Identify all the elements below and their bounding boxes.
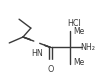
Text: NH₂: NH₂ [80, 43, 95, 52]
Text: Me: Me [73, 59, 84, 68]
Text: HCl: HCl [67, 19, 81, 28]
Text: Me: Me [73, 27, 84, 36]
Text: O: O [47, 65, 54, 74]
Text: HN: HN [31, 49, 43, 58]
